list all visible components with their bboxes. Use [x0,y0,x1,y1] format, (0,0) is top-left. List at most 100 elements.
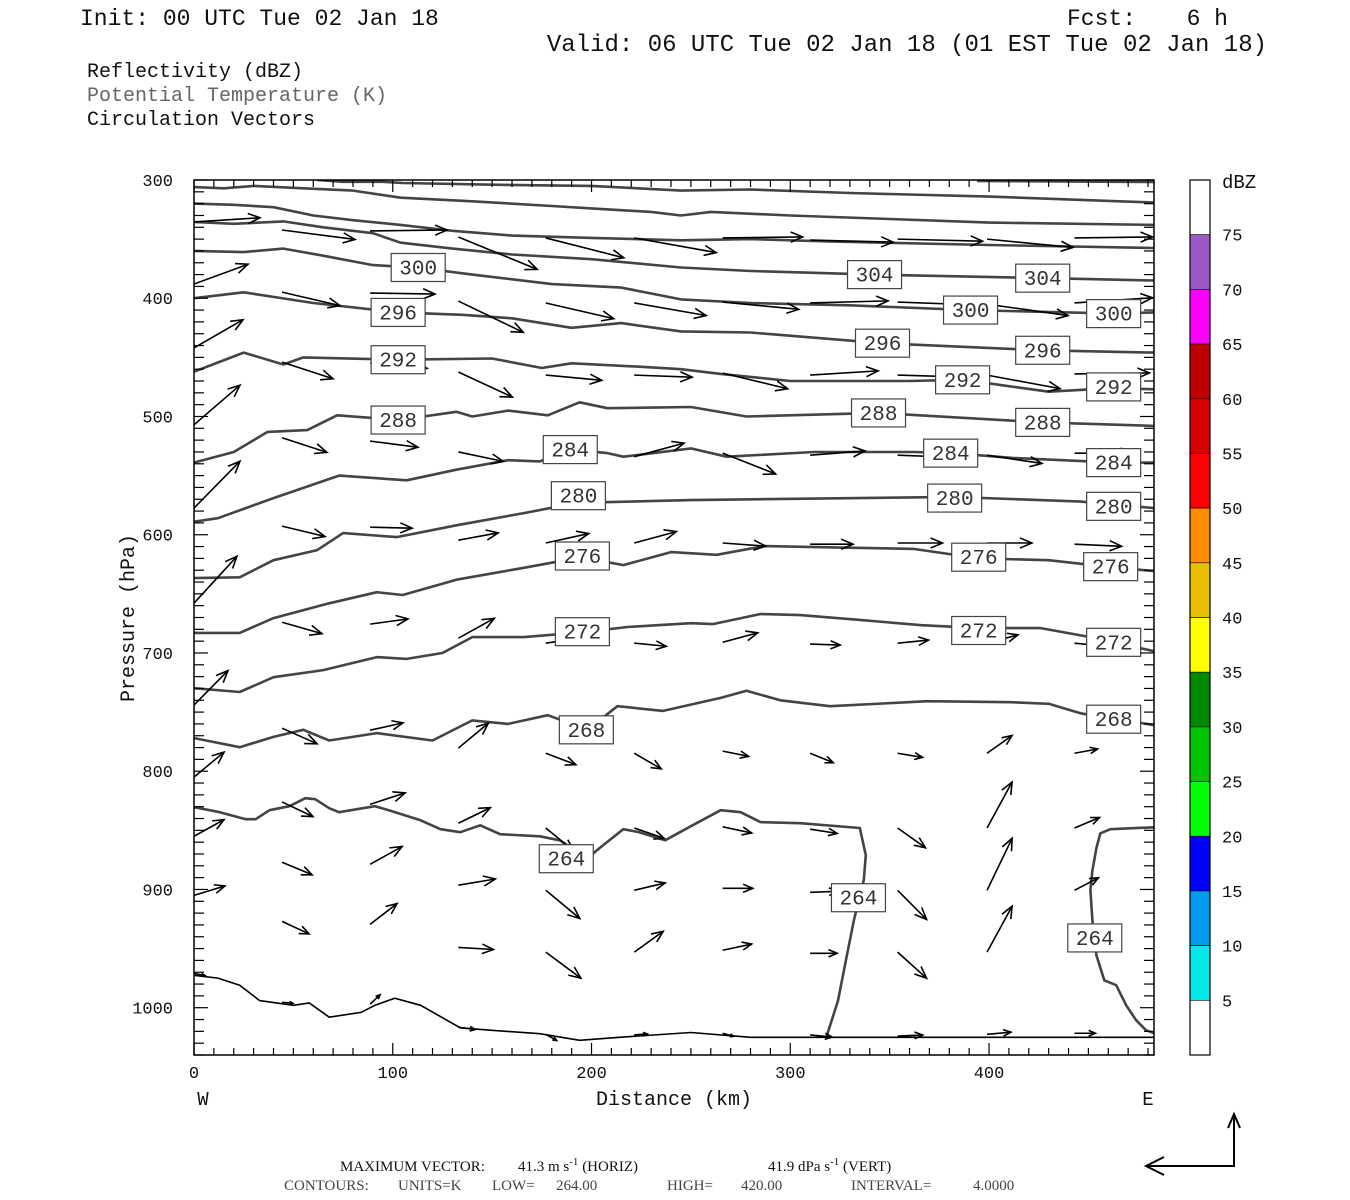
vector-arrow [457,721,490,749]
vector-head [1137,367,1152,379]
vector-head [653,830,667,840]
vector-head [914,1031,925,1040]
vector-arrow [634,1031,650,1037]
vector-shaft [722,452,776,475]
vector-arrow [634,370,695,383]
vector-shaft [986,781,1013,829]
vector-head [1089,746,1100,755]
contour-label: 296 [854,328,911,358]
vector-head [1055,308,1071,320]
contour-label: 268 [558,715,614,745]
contour-high-label: HIGH= [667,1178,713,1194]
vector-head [1047,380,1063,393]
contour-label: 300 [390,252,446,283]
vector-head [589,373,604,386]
contour-label-text: 304 [1024,269,1062,292]
vector-shaft [457,617,495,639]
colorbar-label: 75 [1222,228,1242,247]
vector-arrow [458,451,506,465]
vector-shaft [810,300,889,304]
vector-arrow [194,554,239,604]
vector-arrow [194,750,226,778]
vector-shaft [545,889,581,920]
vector-head [524,259,540,271]
vector-shaft [634,1033,648,1036]
vector-head [970,235,985,247]
colorbar-label: 30 [1222,720,1242,739]
vector-arrow [897,537,945,549]
contour-label-text: 300 [1095,305,1133,328]
contour-label-box [1015,407,1071,437]
y-tick-label: 600 [142,528,173,547]
vector-arrow [809,752,836,764]
colorbar-label: 5 [1222,993,1232,1012]
contour-label: 304 [1015,263,1071,293]
vector-head [600,310,616,322]
colorbar-segment [1189,234,1211,290]
vector-shaft [458,236,538,271]
vector-arrow [722,750,751,759]
vector-shaft [810,643,841,646]
vector-shaft [633,827,665,840]
vector-shaft [1074,543,1122,548]
vector-arrow [281,621,324,637]
contour-label-text: 300 [952,301,990,324]
contour-label-box [1086,372,1142,402]
vector-head [824,1032,835,1041]
vector-shaft [897,889,928,921]
vector-head [774,380,790,392]
vector-head [200,972,207,978]
vector-arrow [545,951,583,980]
vector-head [913,837,928,850]
vector-head [762,464,778,476]
colorbar-segment [1189,1000,1211,1056]
vector-arrow [1074,876,1101,891]
contour-label: 276 [1083,552,1139,582]
vector-arrow [986,836,1013,891]
vector-shaft [545,302,614,320]
vector-shaft [722,632,758,643]
vector-shaft [810,450,866,456]
vector-shaft [897,752,923,759]
vector-head [840,538,856,550]
vector-arrow [1074,816,1102,829]
vector-head [304,733,320,745]
vector-head [227,383,242,398]
y-tick-label: 800 [142,764,173,783]
contour-label-text: 284 [551,441,589,464]
vector-shaft [722,301,799,311]
vector-shaft [986,837,1013,891]
contour-label: 296 [370,297,426,328]
vector-arrow [897,951,929,980]
vector-head [1006,632,1020,643]
vector-head [312,528,327,540]
y-tick-label: 400 [142,291,173,310]
vector-head [852,446,868,458]
vector-arrow [810,538,856,550]
vector-shaft [809,752,834,764]
colorbar-label: 60 [1222,392,1242,411]
contour-label-box [1086,704,1142,734]
vector-shaft [722,943,752,952]
vector-arrow [634,237,719,257]
y-tick-label: 300 [142,173,173,192]
vector-arrow [722,372,790,392]
vector-arrow [986,303,1071,320]
vector-head [1002,1028,1014,1037]
vector-arrow [369,719,406,731]
vector-arrow [986,238,1075,253]
colorbar-segment [1189,179,1211,235]
vector-shaft [634,442,685,458]
contour-label-box [1086,299,1142,329]
vector-arrow [722,630,760,643]
vector-head [914,907,929,921]
vector-shaft [281,801,314,818]
vector-shaft [633,752,662,770]
vector-shaft [545,374,602,382]
colorbar-label: 55 [1222,446,1242,465]
vector-shaft [458,946,494,951]
vector-shaft [281,291,341,307]
vector-shaft [633,930,664,953]
contour-label-box [538,844,594,874]
vector-shaft [1074,748,1098,755]
